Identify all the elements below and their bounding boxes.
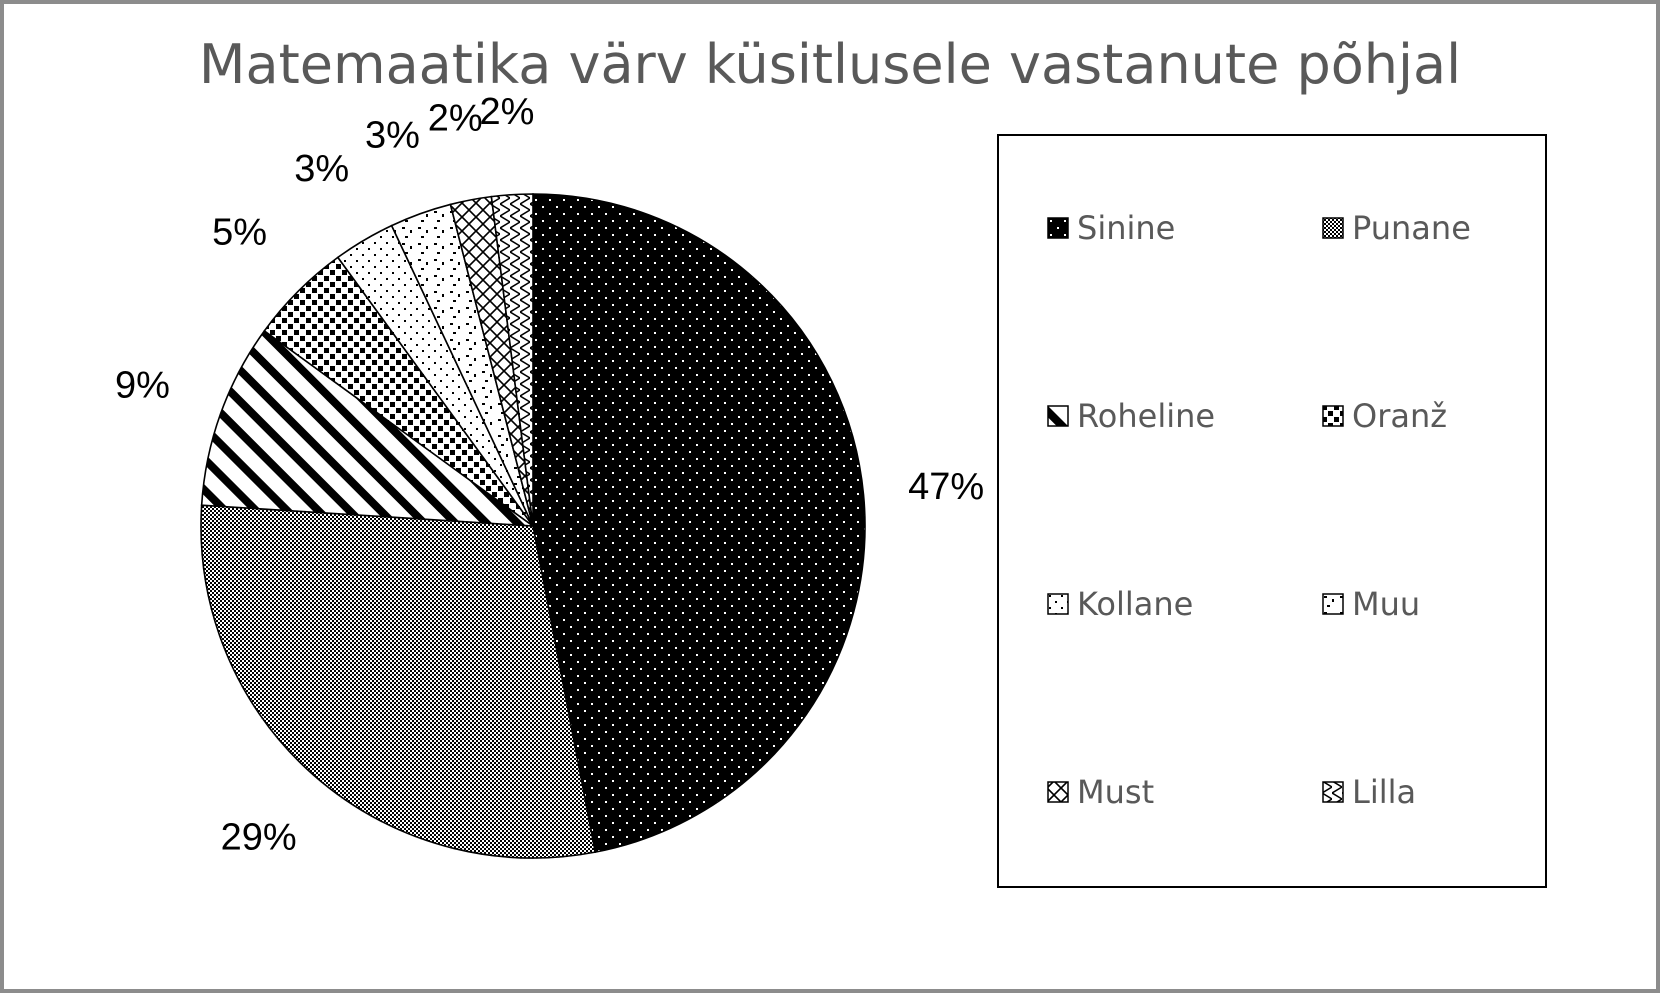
data-label-oranz: 5% xyxy=(212,212,267,254)
legend-item-must: Must xyxy=(1047,772,1154,812)
legend-swatch-muu xyxy=(1322,593,1344,615)
legend-item-muu: Muu xyxy=(1322,584,1420,624)
pie-slice-punane xyxy=(200,504,597,859)
legend-swatch-must xyxy=(1047,781,1069,803)
pie-data-labels: 47%29%9%5%3%3% 2%2% xyxy=(115,91,984,858)
data-label-muu: 3% xyxy=(365,115,420,157)
chart-title: Matemaatika värv küsitlusele vastanute p… xyxy=(198,33,1462,96)
legend-label-must: Must xyxy=(1077,773,1155,811)
legend-swatch-lilla xyxy=(1322,781,1344,803)
legend-label-oranz: Oranž xyxy=(1352,397,1448,435)
pie-slice-roheline xyxy=(200,329,536,527)
data-label-must: 2% xyxy=(428,97,483,139)
legend-item-kollane: Kollane xyxy=(1047,584,1193,624)
legend-label-punane: Punane xyxy=(1352,209,1471,247)
data-label-punane: 29% xyxy=(221,816,297,858)
pie-slices xyxy=(200,193,866,859)
legend-label-muu: Muu xyxy=(1352,585,1421,623)
legend-swatch-punane xyxy=(1322,217,1344,239)
data-label-sinine: 47% xyxy=(908,466,984,508)
data-label-kollane: 3% xyxy=(294,148,349,190)
legend-label-lilla: Lilla xyxy=(1352,773,1417,811)
legend-item-lilla: Lilla xyxy=(1322,772,1416,812)
legend-item-roheline: Roheline xyxy=(1047,396,1215,436)
legend-item-oranz: Oranž xyxy=(1322,396,1447,436)
legend-swatch-roheline xyxy=(1047,405,1069,427)
legend-label-sinine: Sinine xyxy=(1077,209,1176,247)
legend-label-roheline: Roheline xyxy=(1077,397,1216,435)
legend-item-sinine: Sinine xyxy=(1047,208,1175,248)
pie-slice-lilla xyxy=(490,193,534,527)
data-label-lilla: 2% xyxy=(479,91,534,133)
data-label-roheline: 9% xyxy=(115,364,170,406)
legend: Sinine Punane Roheline Oranž Kollane Muu Must L… xyxy=(997,134,1547,888)
pie-slice-sinine xyxy=(532,193,866,854)
legend-swatch-sinine xyxy=(1047,217,1069,239)
legend-swatch-kollane xyxy=(1047,593,1069,615)
legend-label-kollane: Kollane xyxy=(1077,585,1194,623)
legend-item-punane: Punane xyxy=(1322,208,1471,248)
legend-swatch-oranz xyxy=(1322,405,1344,427)
